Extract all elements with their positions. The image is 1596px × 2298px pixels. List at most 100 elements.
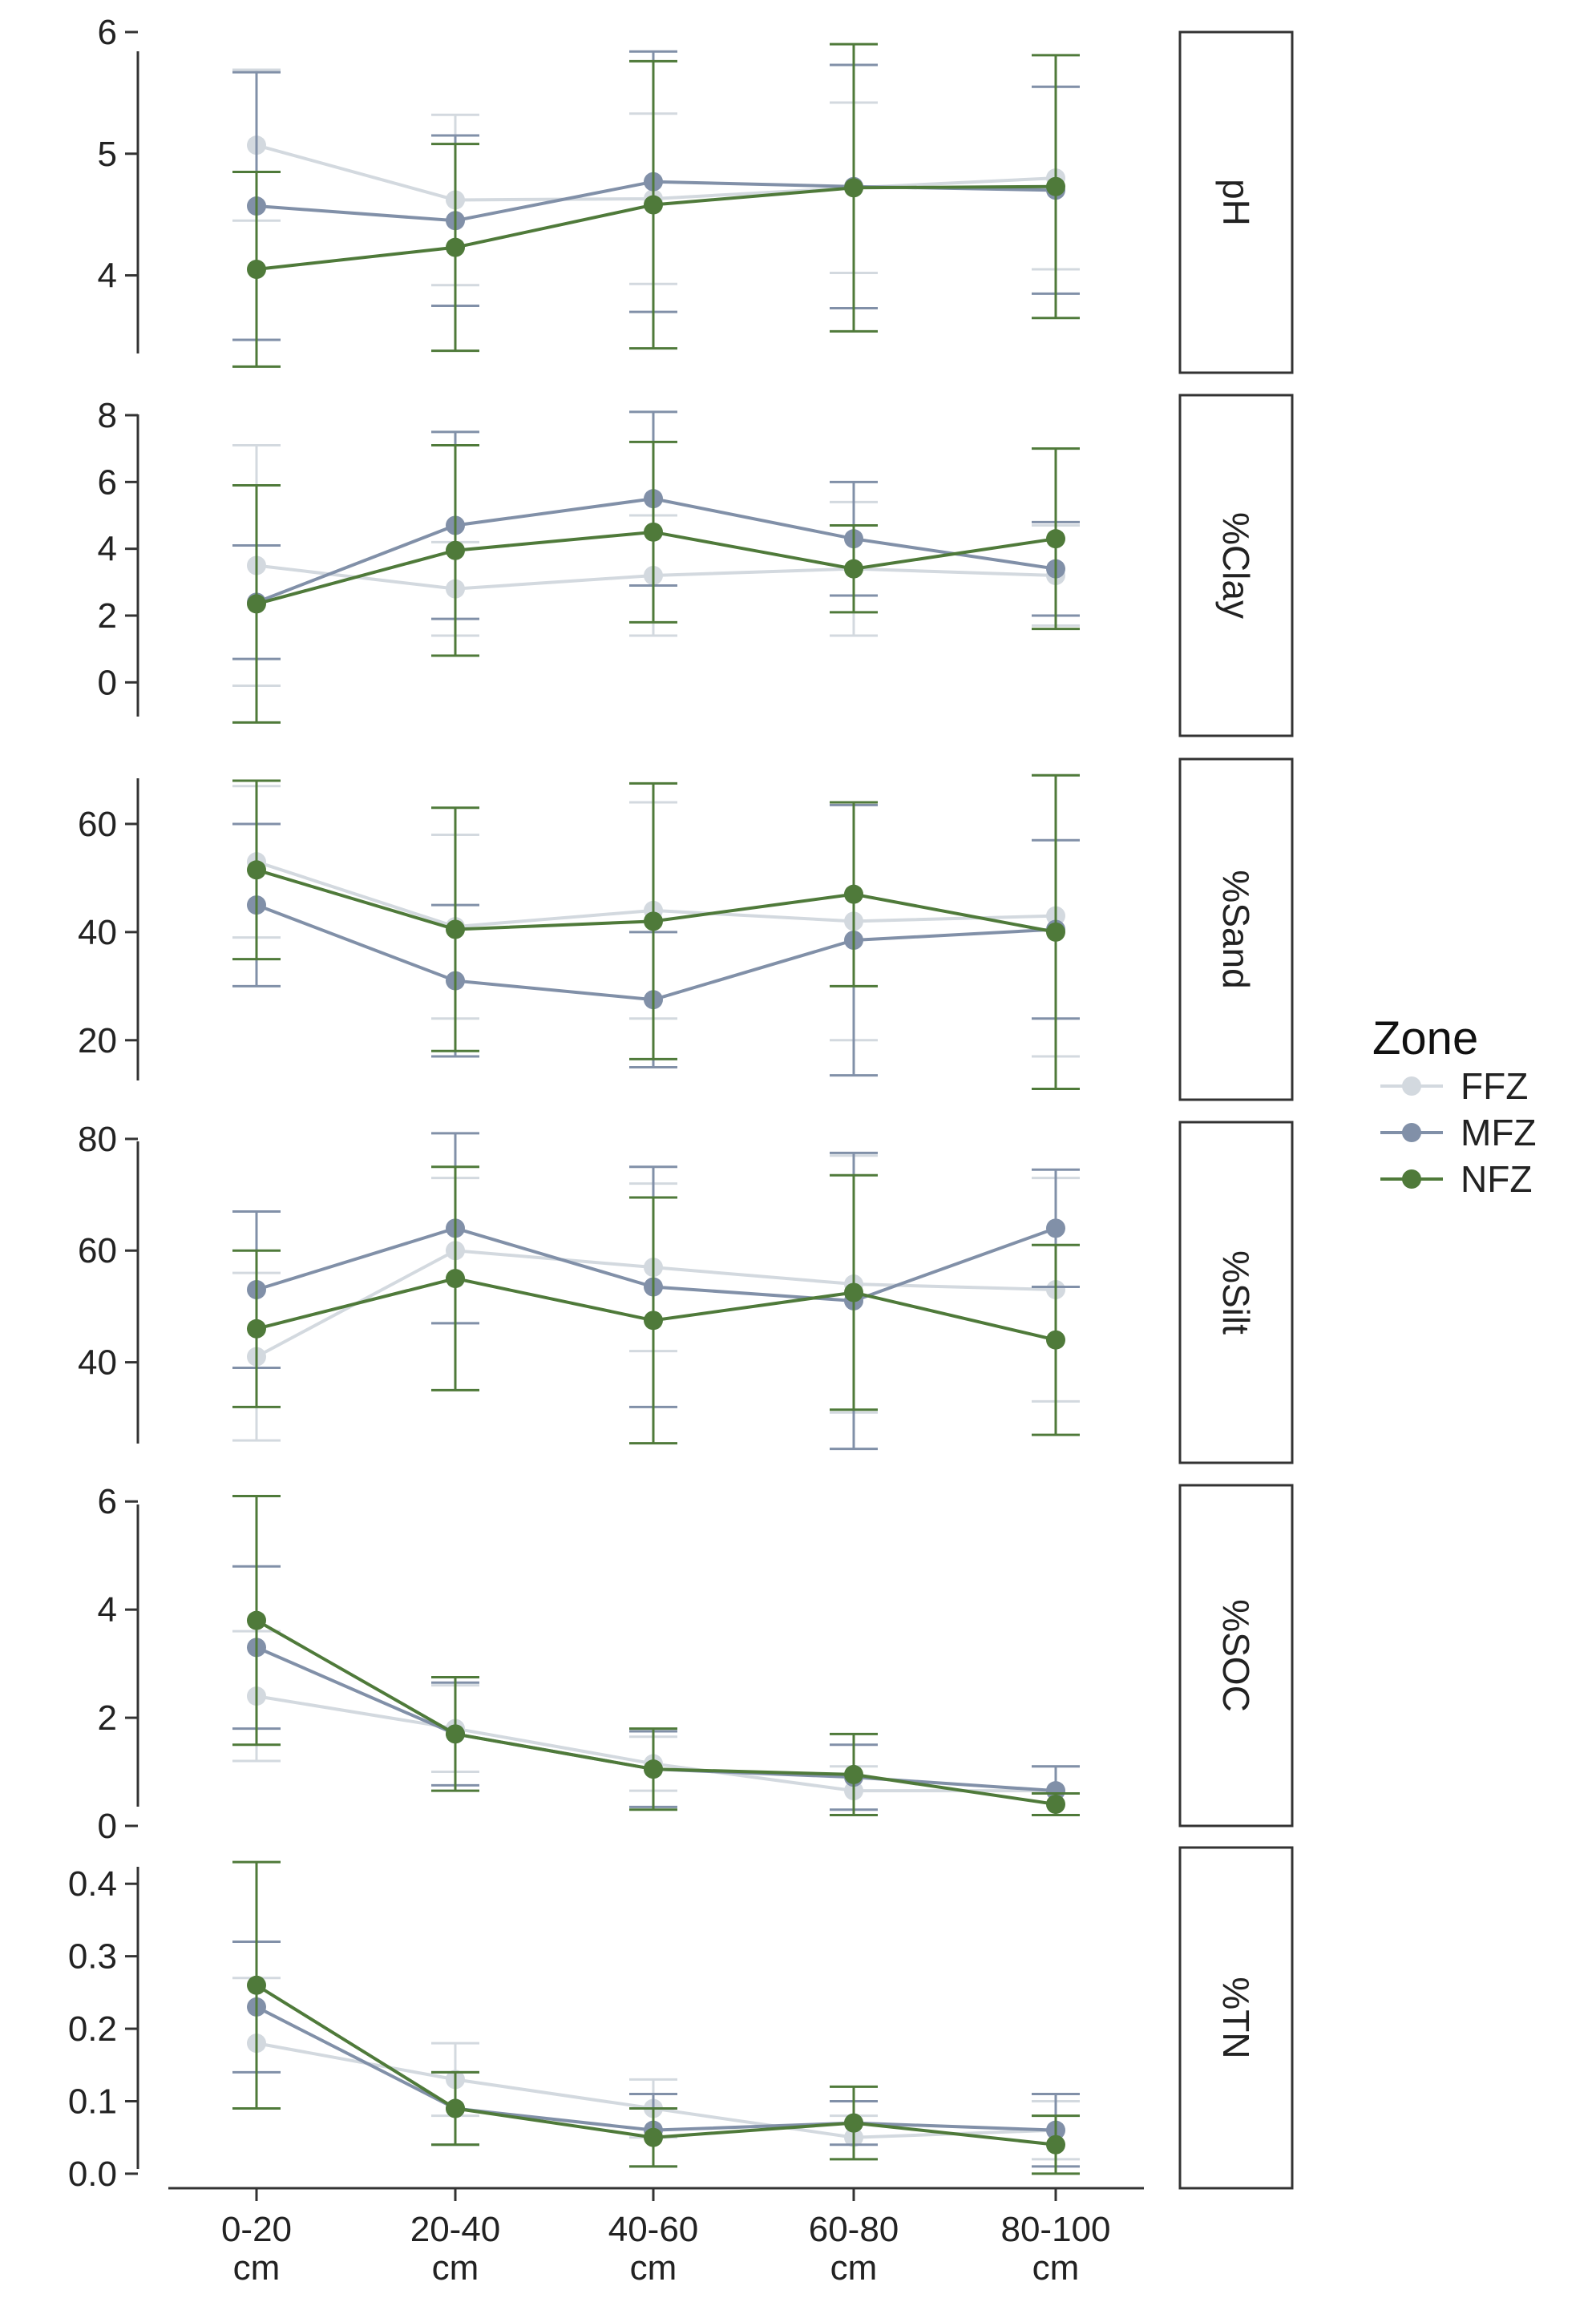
series-nfz (232, 42, 1080, 368)
data-point (644, 195, 663, 215)
data-point (644, 1759, 663, 1779)
data-point (247, 594, 266, 614)
y-tick-label: 20 (78, 1021, 117, 1060)
data-point (446, 237, 465, 257)
series-mfz (232, 803, 1080, 1077)
y-tick-label: 4 (98, 530, 117, 569)
y-tick-label: 6 (98, 13, 117, 52)
y-tick-label: 5 (98, 135, 117, 174)
legend-item-ffz: FFZ (1380, 1065, 1528, 1107)
y-tick-label: 60 (78, 805, 117, 844)
facet-label: %TN (1215, 1977, 1257, 2058)
facet-strip (1178, 757, 1294, 1101)
data-point (1046, 1795, 1065, 1815)
legend-item-mfz: MFZ (1380, 1112, 1537, 1153)
y-tick-label: 2 (98, 596, 117, 636)
y-tick-label: 40 (78, 1343, 117, 1383)
data-point (1046, 1218, 1065, 1238)
data-point (446, 919, 465, 939)
x-tick-label: 0-20 cm (221, 2210, 292, 2288)
y-tick-label: 0.2 (68, 2009, 117, 2049)
panel-pct-clay: 0 2 4 6 8 %Clay (98, 394, 1294, 737)
data-point (644, 911, 663, 931)
legend-label: FFZ (1461, 1065, 1528, 1107)
x-tick-label-line: 80-100 (1000, 2210, 1110, 2249)
y-tick-label: 0.4 (68, 1864, 117, 1904)
y-tick-label: 8 (98, 396, 117, 435)
data-point (1046, 176, 1065, 196)
legend-key-point (1402, 1169, 1421, 1189)
data-point (844, 559, 863, 579)
data-point (1046, 1781, 1065, 1801)
chart-panels: 4 5 6 pH 0 2 4 6 8 %Clay 20 40 60 %Sand 40 60 80 %Silt 0 2 4… (68, 13, 1294, 2194)
y-tick-label: 0.0 (68, 2155, 117, 2194)
y-tick-label: 80 (78, 1120, 117, 1159)
legend-label: NFZ (1461, 1158, 1532, 1200)
x-tick-label: 40-60 cm (608, 2210, 699, 2288)
legend-key-point (1402, 1076, 1421, 1096)
series-nfz (232, 1165, 1080, 1445)
data-point (446, 540, 465, 560)
x-tick-label-line: cm (1032, 2248, 1080, 2288)
legend-title: Zone (1372, 1012, 1478, 1064)
x-tick-label-line: 20-40 (410, 2210, 501, 2249)
data-point (644, 522, 663, 542)
data-point (446, 2098, 465, 2118)
data-point (1046, 529, 1065, 549)
facet-strip (1178, 1484, 1294, 1827)
data-point (644, 2127, 663, 2147)
facet-label: %SOC (1215, 1599, 1257, 1712)
y-tick-label: 0.3 (68, 1937, 117, 1977)
series-nfz (232, 440, 1080, 724)
facet-label: %Silt (1215, 1250, 1257, 1335)
data-point (844, 884, 863, 904)
facet-strip (1178, 30, 1294, 374)
legend-key-point (1402, 1123, 1421, 1142)
x-tick-label: 60-80 cm (809, 2210, 899, 2288)
data-point (844, 2113, 863, 2133)
x-tick-label-line: 0-20 (221, 2210, 292, 2249)
data-point (644, 1311, 663, 1331)
panel-pct-silt: 40 60 80 %Silt (78, 1120, 1294, 1464)
data-point (247, 259, 266, 279)
x-tick-label-line: cm (630, 2248, 677, 2288)
series-ffz (232, 444, 1080, 687)
data-point (844, 1764, 863, 1784)
y-tick-label: 2 (98, 1698, 117, 1738)
y-tick-label: 0 (98, 1807, 117, 1846)
data-point (446, 1724, 465, 1744)
x-tick-label-line: 40-60 (608, 2210, 699, 2249)
x-tick-label-line: cm (233, 2248, 281, 2288)
x-tick-label: 20-40 cm (410, 2210, 501, 2288)
x-tick-label-line: cm (432, 2248, 479, 2288)
x-tick-label-line: cm (830, 2248, 878, 2288)
y-tick-label: 0 (98, 663, 117, 702)
y-tick-label: 6 (98, 462, 117, 502)
facet-strip (1178, 394, 1294, 737)
data-point (1046, 1330, 1065, 1350)
facet-strip (1178, 1121, 1294, 1464)
series-nfz (232, 1860, 1080, 2175)
x-tick-label: 80-100 cm (1000, 2210, 1110, 2288)
data-point (247, 860, 266, 880)
facet-label: pH (1215, 179, 1257, 226)
x-tick-label-line: 60-80 (809, 2210, 899, 2249)
panel-pct-soc: 0 2 4 6 %SOC (98, 1482, 1294, 1846)
legend-label: MFZ (1461, 1112, 1537, 1153)
data-point (1046, 922, 1065, 942)
data-point (844, 178, 863, 198)
data-point (247, 1975, 266, 1995)
data-point (247, 1610, 266, 1630)
data-point (446, 1269, 465, 1289)
data-point (247, 1319, 266, 1339)
y-tick-label: 60 (78, 1231, 117, 1270)
y-tick-label: 40 (78, 913, 117, 952)
facet-label: %Sand (1215, 870, 1257, 988)
series-nfz (232, 773, 1080, 1091)
y-tick-label: 4 (98, 256, 117, 296)
data-point (1046, 2134, 1065, 2155)
facet-label: %Clay (1215, 512, 1257, 619)
panel-pct-sand: 20 40 60 %Sand (78, 757, 1294, 1101)
